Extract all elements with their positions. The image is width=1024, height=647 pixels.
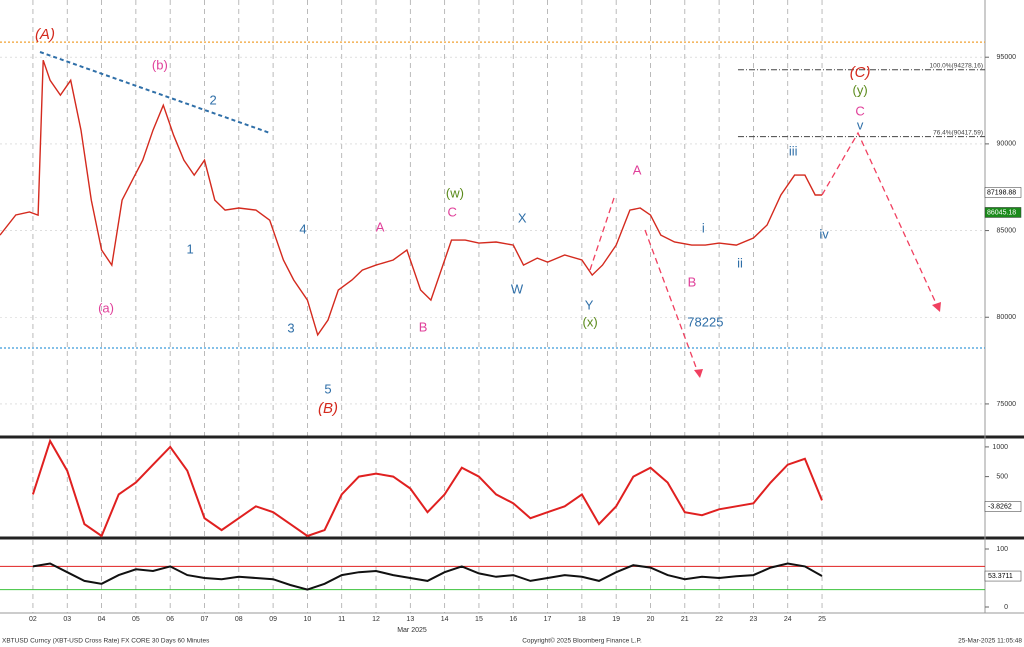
arrow-head bbox=[694, 369, 703, 378]
y-tick-label: 500 bbox=[996, 473, 1008, 480]
price-tag-label: 86045.18 bbox=[987, 209, 1016, 216]
wave-label: v bbox=[857, 118, 864, 133]
x-tick-label: 08 bbox=[235, 616, 243, 623]
wave-label: 2 bbox=[209, 93, 216, 108]
wave-label: (w) bbox=[446, 186, 464, 201]
value-tag bbox=[984, 570, 1022, 582]
wave-label: (b) bbox=[152, 58, 168, 73]
wave-label: (a) bbox=[98, 300, 114, 315]
projection bbox=[644, 229, 701, 379]
wave-label: W bbox=[511, 281, 524, 296]
wave-label: 1 bbox=[186, 241, 193, 256]
x-tick-label: 03 bbox=[63, 616, 71, 623]
y-tick-label: 95000 bbox=[997, 54, 1017, 61]
wave-label: (x) bbox=[583, 314, 598, 329]
fib-label: 76.4%(90417.59) bbox=[933, 129, 983, 136]
x-tick-label: 10 bbox=[304, 616, 312, 623]
wave-label: 3 bbox=[287, 320, 294, 335]
x-tick-label: 23 bbox=[750, 616, 758, 623]
wave-label: B bbox=[419, 319, 428, 334]
x-tick-label: 14 bbox=[441, 616, 449, 623]
projection bbox=[589, 194, 616, 271]
wave-label: i bbox=[702, 220, 705, 235]
x-tick-label: 11 bbox=[338, 616, 345, 623]
y-tick-label: 100 bbox=[996, 546, 1008, 553]
wave-label: A bbox=[633, 163, 642, 178]
wave-label: C bbox=[855, 104, 864, 119]
wave-label: (A) bbox=[35, 26, 55, 43]
x-tick-label: 22 bbox=[715, 616, 723, 623]
footer-center: Copyright© 2025 Bloomberg Finance L.P. bbox=[522, 637, 642, 645]
wave-label: iv bbox=[819, 227, 829, 242]
wave-label: B bbox=[688, 275, 697, 290]
wave-label: (C) bbox=[850, 64, 871, 81]
wave-label: C bbox=[447, 204, 456, 219]
x-tick-label: 25 bbox=[818, 616, 826, 623]
x-tick-label: 09 bbox=[269, 616, 277, 623]
x-tick-label: 16 bbox=[509, 616, 517, 623]
price-tag-label: 87198.88 bbox=[987, 189, 1016, 196]
trendline bbox=[39, 51, 271, 134]
y-tick-label: 90000 bbox=[997, 141, 1017, 148]
fib-label: 100.0%(94278.16) bbox=[930, 62, 984, 69]
x-tick-label: 17 bbox=[544, 616, 552, 623]
wave-label: (B) bbox=[318, 400, 338, 417]
x-tick-label: 07 bbox=[201, 616, 209, 623]
x-tick-label: 12 bbox=[372, 616, 380, 623]
wave-label: (y) bbox=[853, 83, 868, 98]
y-tick-label: 1000 bbox=[992, 444, 1008, 451]
footer-left: XBTUSD Curncy (XBT-USD Cross Rate) FX CO… bbox=[2, 638, 210, 645]
y-tick-label: 85000 bbox=[997, 227, 1017, 234]
arrow-head bbox=[932, 302, 941, 312]
wave-label: ii bbox=[737, 255, 743, 270]
projection bbox=[821, 131, 941, 313]
wave-label: 4 bbox=[299, 221, 306, 236]
price-line bbox=[0, 59, 822, 337]
y-tick-label: 75000 bbox=[997, 401, 1017, 408]
x-tick-label: 15 bbox=[475, 616, 483, 623]
price-tag bbox=[984, 207, 1022, 218]
x-axis-label: Mar 2025 bbox=[397, 627, 427, 634]
footer-right: 25-Mar-2025 11:05:48 bbox=[958, 638, 1022, 645]
wave-label: Y bbox=[585, 297, 594, 312]
value-tag-label: 53.3711 bbox=[988, 573, 1013, 580]
wave-label: 5 bbox=[324, 381, 331, 396]
x-tick-label: 20 bbox=[647, 616, 655, 623]
y-tick-label: 0 bbox=[1004, 604, 1008, 611]
value-tag bbox=[984, 501, 1022, 512]
x-tick-label: 02 bbox=[29, 616, 37, 623]
x-tick-label: 04 bbox=[98, 616, 106, 623]
x-tick-label: 24 bbox=[784, 616, 792, 623]
x-tick-label: 21 bbox=[681, 616, 689, 623]
wave-label: iii bbox=[789, 144, 798, 159]
grid bbox=[0, 0, 985, 613]
wave-label: A bbox=[376, 220, 385, 235]
x-tick-label: 06 bbox=[166, 616, 174, 623]
y-tick-label: 80000 bbox=[997, 314, 1017, 321]
value-tag-label: -3.8262 bbox=[988, 503, 1012, 510]
price-tag bbox=[984, 187, 1022, 198]
x-tick-label: 13 bbox=[406, 616, 414, 623]
indicator-line bbox=[31, 438, 823, 538]
wave-label: X bbox=[518, 211, 527, 226]
indicator-line bbox=[32, 562, 823, 591]
x-tick-label: 05 bbox=[132, 616, 140, 623]
wave-label: 78225 bbox=[687, 314, 723, 329]
x-tick-label: 19 bbox=[612, 616, 620, 623]
x-tick-label: 18 bbox=[578, 616, 586, 623]
